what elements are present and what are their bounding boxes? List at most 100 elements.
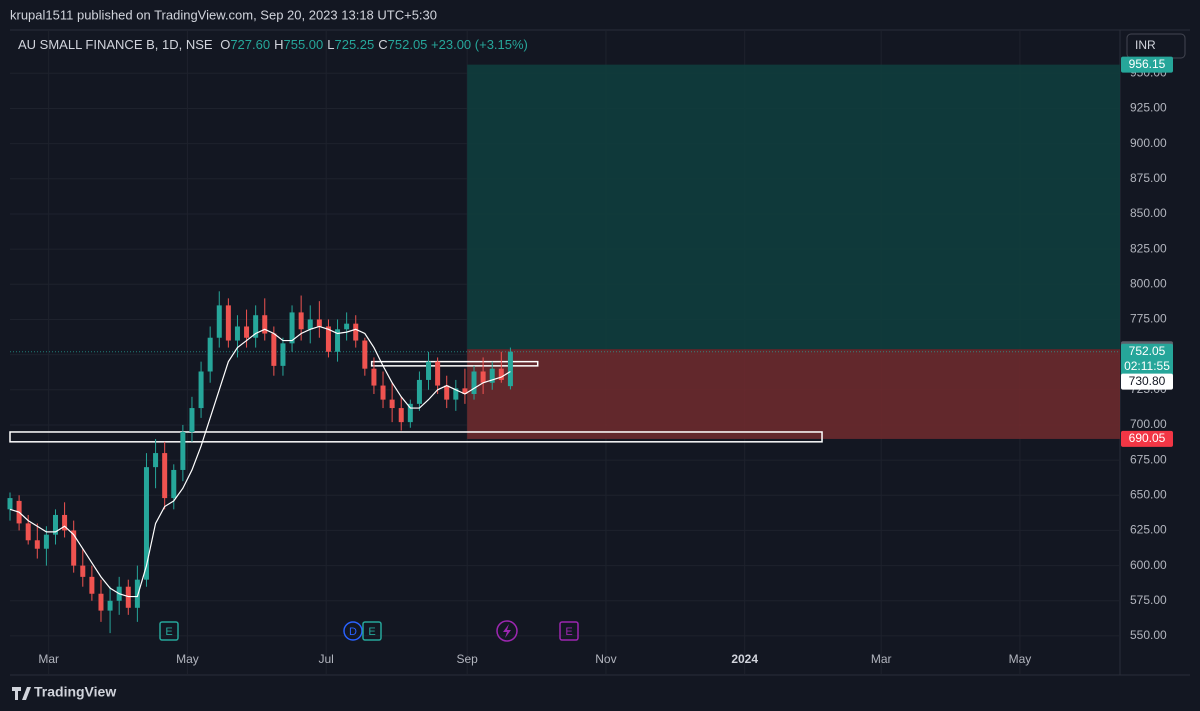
- ohlc-key: C: [378, 37, 388, 52]
- y-tick-label: 700.00: [1130, 417, 1167, 431]
- ohlc-value: 755.00: [283, 37, 324, 52]
- candle-body: [453, 388, 459, 400]
- ohlc-value: 725.25: [334, 37, 375, 52]
- ohlc-value: 727.60: [230, 37, 271, 52]
- candle-body: [180, 431, 186, 470]
- candle-body: [134, 579, 140, 608]
- candle-body: [362, 340, 368, 369]
- candle-body: [498, 368, 504, 380]
- candle-body: [80, 565, 86, 577]
- y-tick-label: 775.00: [1130, 312, 1167, 326]
- logo: [12, 687, 31, 700]
- x-tick-label: 2024: [731, 652, 758, 666]
- candle-body: [107, 600, 113, 611]
- candle-body: [125, 586, 131, 608]
- x-tick-label: Mar: [38, 652, 59, 666]
- candle-body: [353, 323, 359, 341]
- candle-body: [225, 305, 231, 341]
- candle-body: [307, 319, 313, 330]
- ohlc-key: L: [327, 37, 335, 52]
- y-tick-label: 800.00: [1130, 276, 1167, 290]
- candle-body: [480, 371, 486, 383]
- ohlc-value: 752.05: [387, 37, 428, 52]
- event-label: E: [368, 626, 375, 638]
- price-label-bg: [1121, 56, 1173, 73]
- candle-body: [98, 593, 104, 611]
- candle-body: [253, 315, 259, 338]
- candle-body: [344, 323, 350, 330]
- y-tick-label: 550.00: [1130, 628, 1167, 642]
- event-badge: [362, 621, 382, 641]
- ohlc: O727.60 H755.00 L725.25 C752.05: [216, 37, 427, 52]
- price-label: 752.05: [1129, 344, 1166, 358]
- candle-body: [316, 319, 322, 327]
- price-label-bg: [1121, 430, 1173, 447]
- x-tick-label: Mar: [871, 652, 892, 666]
- candle-body: [262, 315, 268, 334]
- candle-body: [7, 498, 13, 510]
- candle-body: [171, 469, 177, 499]
- candle-body: [371, 368, 377, 386]
- candle-body: [462, 388, 468, 394]
- split-badge: [496, 620, 518, 642]
- candle-body: [489, 368, 495, 383]
- x-tick-label: Jul: [318, 652, 333, 666]
- symbol: AU SMALL FINANCE B, 1D, NSE: [18, 37, 213, 52]
- candle-body: [153, 453, 159, 468]
- zone: [370, 360, 539, 367]
- footer-brand: TradingView: [34, 684, 116, 700]
- candle-body: [325, 326, 331, 352]
- change: +23.00 (+3.15%): [431, 37, 528, 52]
- candle-body: [389, 399, 395, 409]
- split-icon: [503, 624, 511, 638]
- ohlc-key: O: [220, 37, 231, 52]
- countdown: 02:11:55: [1124, 359, 1170, 373]
- candle-body: [52, 514, 58, 535]
- loss-zone: [467, 349, 1120, 439]
- y-tick-label: 925.00: [1130, 101, 1167, 115]
- price-label: 730.80: [1129, 374, 1166, 388]
- candle-body: [34, 540, 40, 549]
- candle-body: [198, 371, 204, 409]
- currency[interactable]: INR: [1135, 38, 1156, 52]
- candle-body: [244, 326, 250, 338]
- x-tick-label: May: [1009, 652, 1032, 666]
- zone: [9, 431, 823, 443]
- event-badge: [159, 621, 179, 641]
- candle-body: [398, 408, 404, 423]
- candle-body: [43, 534, 49, 549]
- event-label: E: [565, 626, 572, 638]
- candle-body: [507, 351, 513, 387]
- y-tick-label: 650.00: [1130, 487, 1167, 501]
- y-tick-label: 875.00: [1130, 171, 1167, 185]
- event-badge: [559, 621, 579, 641]
- x-tick-label: May: [176, 652, 199, 666]
- y-tick-label: 675.00: [1130, 452, 1167, 466]
- price-label-bg: [1121, 343, 1173, 376]
- publisher: krupal1511 published on TradingView.com,…: [10, 7, 437, 22]
- candle-body: [143, 467, 149, 580]
- candle-body: [207, 337, 213, 372]
- candle-body: [189, 408, 195, 432]
- candle-body: [216, 305, 222, 338]
- ohlc-key: H: [274, 37, 284, 52]
- candle-body: [426, 361, 432, 380]
- candle-body: [280, 343, 286, 366]
- plot-layer: [7, 30, 1120, 675]
- candle-body: [62, 514, 68, 531]
- candle-body: [71, 530, 77, 566]
- price-label: 690.05: [1129, 431, 1166, 445]
- price-label-bg: [1121, 373, 1173, 390]
- candle-body: [435, 361, 441, 386]
- candle-body: [407, 403, 413, 423]
- event-label: D: [349, 626, 357, 638]
- candle-body: [162, 453, 168, 499]
- profit-zone: [467, 64, 1120, 350]
- y-tick-label: 900.00: [1130, 136, 1167, 150]
- y-tick-label: 825.00: [1130, 241, 1167, 255]
- event-badge: [343, 621, 363, 641]
- candle-body: [289, 312, 295, 344]
- candle-body: [380, 385, 386, 400]
